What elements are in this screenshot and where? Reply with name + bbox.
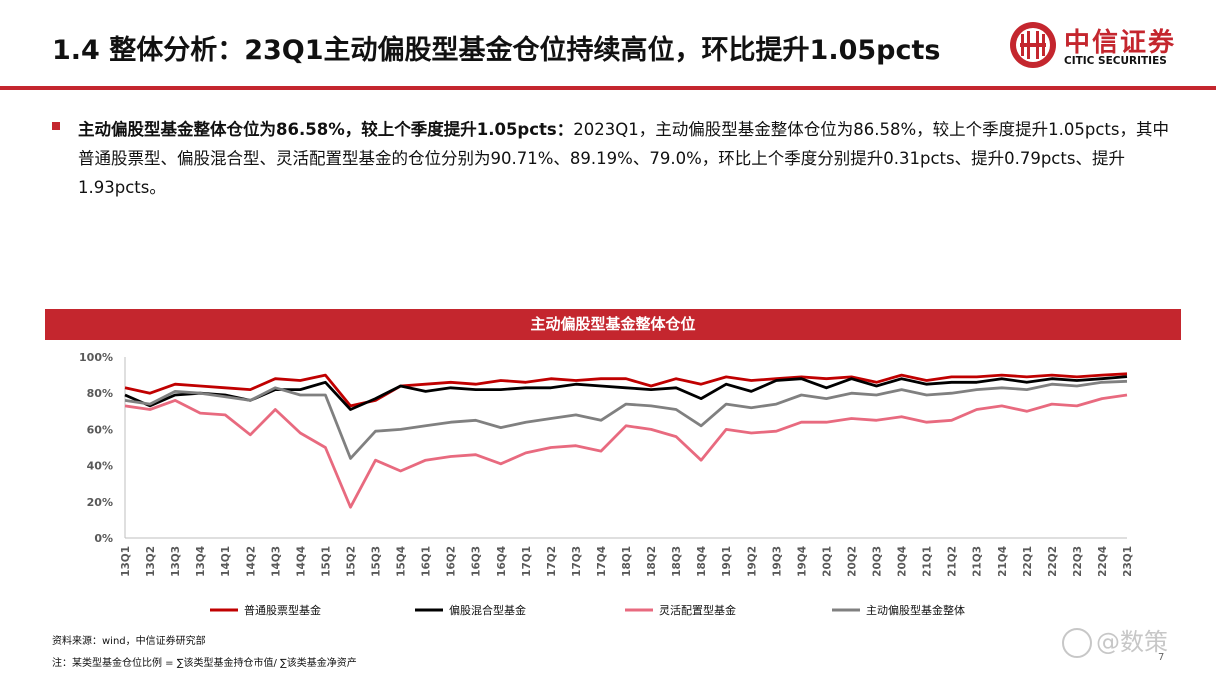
x-tick-label: 21Q4 — [997, 546, 1009, 577]
legend-label: 普通股票型基金 — [244, 603, 321, 617]
x-tick-label: 18Q2 — [646, 546, 658, 577]
x-tick-label: 18Q3 — [671, 546, 683, 577]
formula-note: 注：某类型基金仓位比例 = ∑该类型基金持仓市值/ ∑该类基金净资产 — [52, 658, 357, 669]
x-tick-label: 18Q1 — [621, 546, 633, 577]
y-tick-label: 0% — [94, 532, 113, 545]
x-tick-label: 20Q3 — [872, 546, 884, 577]
watermark: @数策 — [1062, 622, 1168, 658]
x-tick-label: 17Q3 — [571, 546, 583, 577]
series-line-3 — [124, 393, 1128, 509]
x-tick-label: 13Q2 — [145, 546, 157, 577]
bullet-square-icon — [52, 122, 60, 130]
logo-chinese-name: 中信证券 — [1064, 28, 1177, 58]
series-line-4 — [124, 379, 1128, 460]
summary-body: 2023Q1，主动偏股型基金整体仓位为86.58%，较上个季度提升1.05pct… — [78, 120, 1169, 197]
x-tick-label: 19Q2 — [746, 546, 758, 577]
legend-label: 主动偏股型基金整体 — [866, 603, 965, 617]
summary-bold: 主动偏股型基金整体仓位为86.58%，较上个季度提升1.05pcts： — [78, 120, 574, 139]
x-tick-label: 20Q4 — [897, 546, 909, 577]
x-tick-label: 14Q3 — [270, 546, 282, 577]
x-tick-label: 22Q4 — [1097, 546, 1109, 577]
page-number: 7 — [1158, 652, 1165, 663]
y-tick-label: 60% — [87, 423, 113, 436]
x-tick-label: 15Q1 — [320, 546, 332, 577]
x-tick-label: 16Q3 — [471, 546, 483, 577]
series-line-1 — [124, 372, 1128, 408]
x-tick-label: 19Q3 — [771, 546, 783, 577]
watermark-icon — [1062, 628, 1092, 658]
x-tick-label: 14Q2 — [245, 546, 257, 577]
y-tick-label: 20% — [87, 496, 113, 509]
x-tick-label: 23Q1 — [1122, 546, 1134, 577]
y-tick-label: 100% — [79, 351, 113, 364]
x-tick-label: 14Q4 — [295, 546, 307, 577]
x-tick-label: 21Q1 — [922, 546, 934, 577]
series-line-2 — [124, 375, 1128, 411]
legend-label: 灵活配置型基金 — [659, 603, 736, 617]
summary-text: 主动偏股型基金整体仓位为86.58%，较上个季度提升1.05pcts：2023Q… — [78, 115, 1173, 202]
x-tick-label: 17Q1 — [521, 546, 533, 577]
page-title: 1.4 整体分析：23Q1主动偏股型基金仓位持续高位，环比提升1.05pcts — [52, 35, 941, 66]
x-tick-label: 19Q1 — [721, 546, 733, 577]
y-tick-label: 80% — [87, 387, 113, 400]
x-tick-label: 13Q4 — [195, 546, 207, 577]
x-tick-label: 20Q2 — [846, 546, 858, 577]
x-tick-label: 22Q1 — [1022, 546, 1034, 577]
watermark-text: @数策 — [1096, 628, 1168, 656]
x-tick-label: 16Q1 — [421, 546, 433, 577]
logo-english-name: CITIC SECURITIES — [1064, 55, 1167, 67]
title-divider — [0, 86, 1216, 90]
x-tick-label: 16Q2 — [446, 546, 458, 577]
x-tick-label: 13Q3 — [170, 546, 182, 577]
chart-header: 主动偏股型基金整体仓位 — [45, 309, 1181, 340]
x-tick-label: 18Q4 — [696, 546, 708, 577]
citic-logo-icon — [1010, 22, 1056, 68]
x-tick-label: 15Q3 — [371, 546, 383, 577]
x-tick-label: 19Q4 — [796, 546, 808, 577]
x-tick-label: 22Q3 — [1072, 546, 1084, 577]
x-tick-label: 17Q4 — [596, 546, 608, 577]
x-tick-label: 15Q2 — [345, 546, 357, 577]
x-tick-label: 13Q1 — [120, 546, 132, 577]
line-chart: 0% 20% 40% 60% 80% 100% 13Q1 13Q2 13Q3 13Q4 14Q1 14… — [79, 351, 1134, 617]
source-note: 资料来源：wind，中信证券研究部 — [52, 636, 206, 647]
x-tick-label: 21Q2 — [947, 546, 959, 577]
x-tick-label: 16Q4 — [496, 546, 508, 577]
x-tick-label: 17Q2 — [546, 546, 558, 577]
company-logo: 中信证券 CITIC SECURITIES — [1008, 18, 1188, 74]
y-tick-label: 40% — [87, 460, 113, 473]
x-tick-label: 14Q1 — [220, 546, 232, 577]
legend-label: 偏股混合型基金 — [449, 603, 526, 617]
x-tick-label: 15Q4 — [396, 546, 408, 577]
header-bar: 1.4 整体分析：23Q1主动偏股型基金仓位持续高位，环比提升1.05pcts … — [0, 0, 1216, 88]
x-tick-label: 21Q3 — [972, 546, 984, 577]
x-tick-label: 22Q2 — [1047, 546, 1059, 577]
x-tick-label: 20Q1 — [821, 546, 833, 577]
